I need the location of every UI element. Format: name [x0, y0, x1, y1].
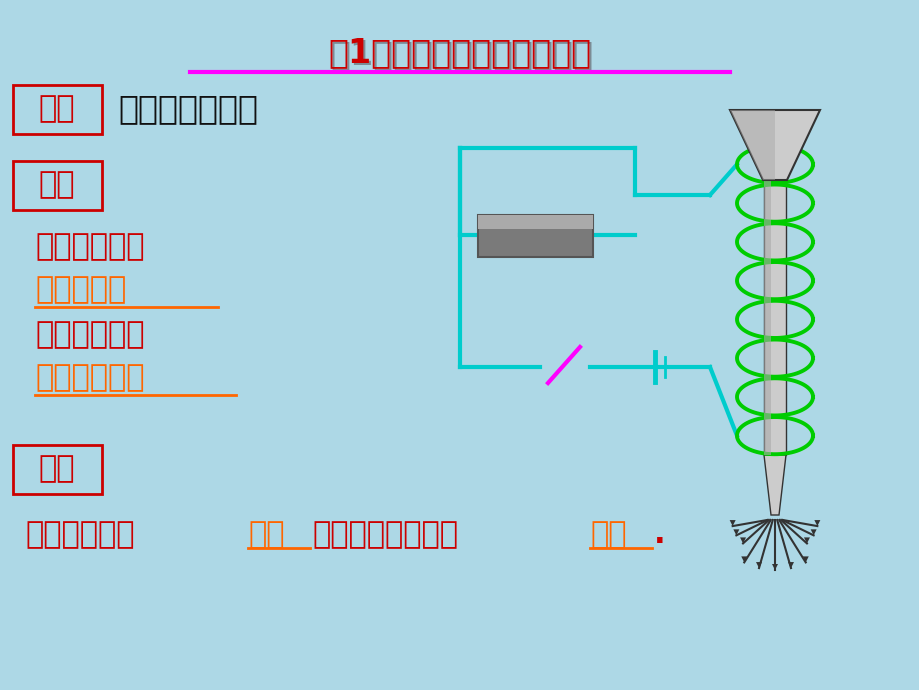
Text: 消失: 消失: [589, 520, 626, 549]
Polygon shape: [810, 529, 816, 535]
FancyBboxPatch shape: [13, 445, 102, 494]
Text: 闭合和断开开关: 闭合和断开开关: [118, 92, 257, 126]
Bar: [478, 215, 593, 257]
Text: 结论: 结论: [39, 455, 75, 484]
Text: .: .: [653, 520, 665, 549]
Text: 磁性，断电时磁性: 磁性，断电时磁性: [312, 520, 458, 549]
Polygon shape: [729, 110, 819, 180]
Bar: [763, 180, 770, 455]
Polygon shape: [732, 529, 739, 535]
Bar: [763, 180, 785, 455]
Polygon shape: [803, 538, 809, 544]
Polygon shape: [729, 520, 735, 526]
Polygon shape: [813, 520, 820, 526]
Polygon shape: [729, 110, 774, 180]
FancyBboxPatch shape: [13, 161, 102, 210]
Text: 实验: 实验: [39, 95, 75, 124]
Text: 通电时电磁铁: 通电时电磁铁: [35, 232, 144, 261]
Polygon shape: [741, 556, 746, 562]
Bar: [478, 215, 593, 229]
Polygon shape: [739, 538, 745, 544]
Polygon shape: [802, 556, 808, 562]
Text: 吸引大头针: 吸引大头针: [35, 275, 126, 304]
Text: 现象: 现象: [39, 170, 75, 199]
Polygon shape: [788, 562, 793, 568]
Text: 不吸引大头针: 不吸引大头针: [35, 363, 144, 392]
Polygon shape: [763, 455, 785, 515]
Text: 断电时电磁铁: 断电时电磁铁: [35, 320, 144, 349]
Text: 电磁铁通电时: 电磁铁通电时: [25, 520, 134, 549]
Text: 产生: 产生: [248, 520, 284, 549]
Text: （1）研究电磁铁的磁性有无: （1）研究电磁铁的磁性有无: [328, 36, 591, 69]
Polygon shape: [755, 562, 761, 568]
Text: （1）研究电磁铁的磁性有无: （1）研究电磁铁的磁性有无: [330, 38, 593, 71]
Polygon shape: [771, 564, 777, 570]
FancyBboxPatch shape: [13, 85, 102, 134]
